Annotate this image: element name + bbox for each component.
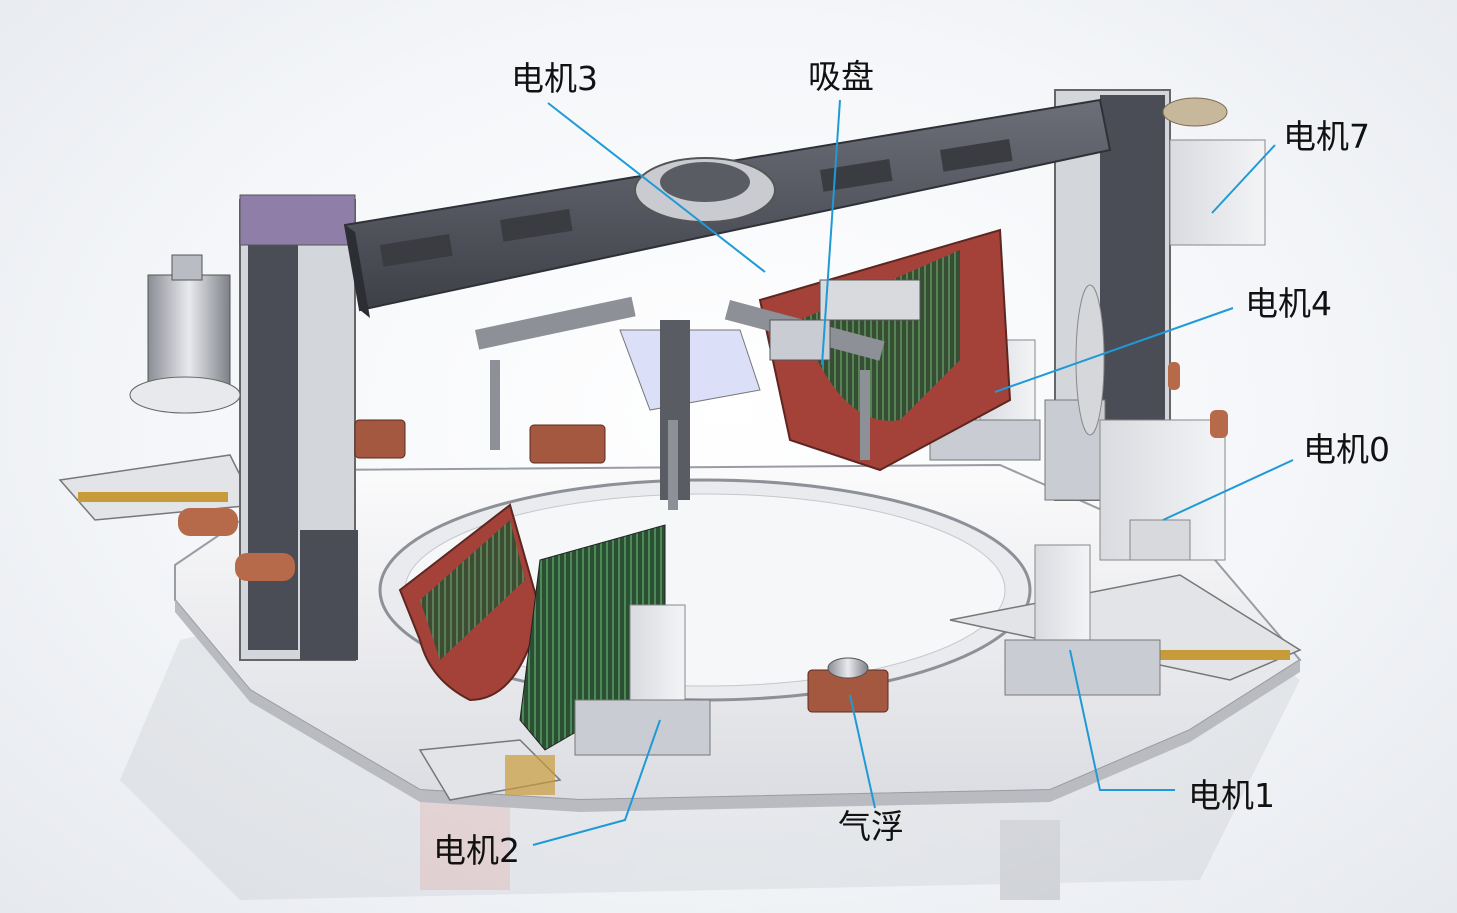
leader-motor1 <box>1069 649 1175 791</box>
label-motor7: 电机7 <box>1283 117 1370 156</box>
leader-motor0 <box>1162 459 1294 521</box>
robot-arm <box>474 279 921 510</box>
leader-lines <box>532 99 1294 846</box>
motor2-body <box>574 604 711 756</box>
label-motor1: 电机1 <box>1188 776 1275 815</box>
pillar-left <box>239 194 358 661</box>
label-air-float: 气浮 <box>838 807 904 846</box>
leader-motor2 <box>532 719 661 846</box>
label-motor0: 电机0 <box>1303 430 1390 469</box>
label-motor2: 电机2 <box>433 831 520 870</box>
motor1-body <box>1004 544 1161 696</box>
motor4-body <box>929 339 1041 461</box>
rotary-ring <box>634 157 776 223</box>
label-motor4: 电机4 <box>1245 284 1332 323</box>
air-float-pad <box>807 657 889 713</box>
leader-motor7 <box>1211 144 1276 214</box>
air-float-pad-left <box>354 419 606 464</box>
motor7-body <box>1162 97 1266 246</box>
motor0-body <box>1099 419 1226 561</box>
label-motor3: 电机3 <box>511 59 598 98</box>
vacuum-cylinder <box>129 254 241 414</box>
label-sucker: 吸盘 <box>808 57 874 96</box>
leader-air-float <box>849 694 876 809</box>
copper-handles <box>178 362 1228 581</box>
cassette-front <box>398 503 666 751</box>
encoder-disc <box>1075 284 1105 436</box>
leader-sucker <box>821 99 841 366</box>
rail-front <box>418 739 562 801</box>
leader-motor4 <box>994 307 1234 393</box>
leader-motor3 <box>547 102 766 273</box>
